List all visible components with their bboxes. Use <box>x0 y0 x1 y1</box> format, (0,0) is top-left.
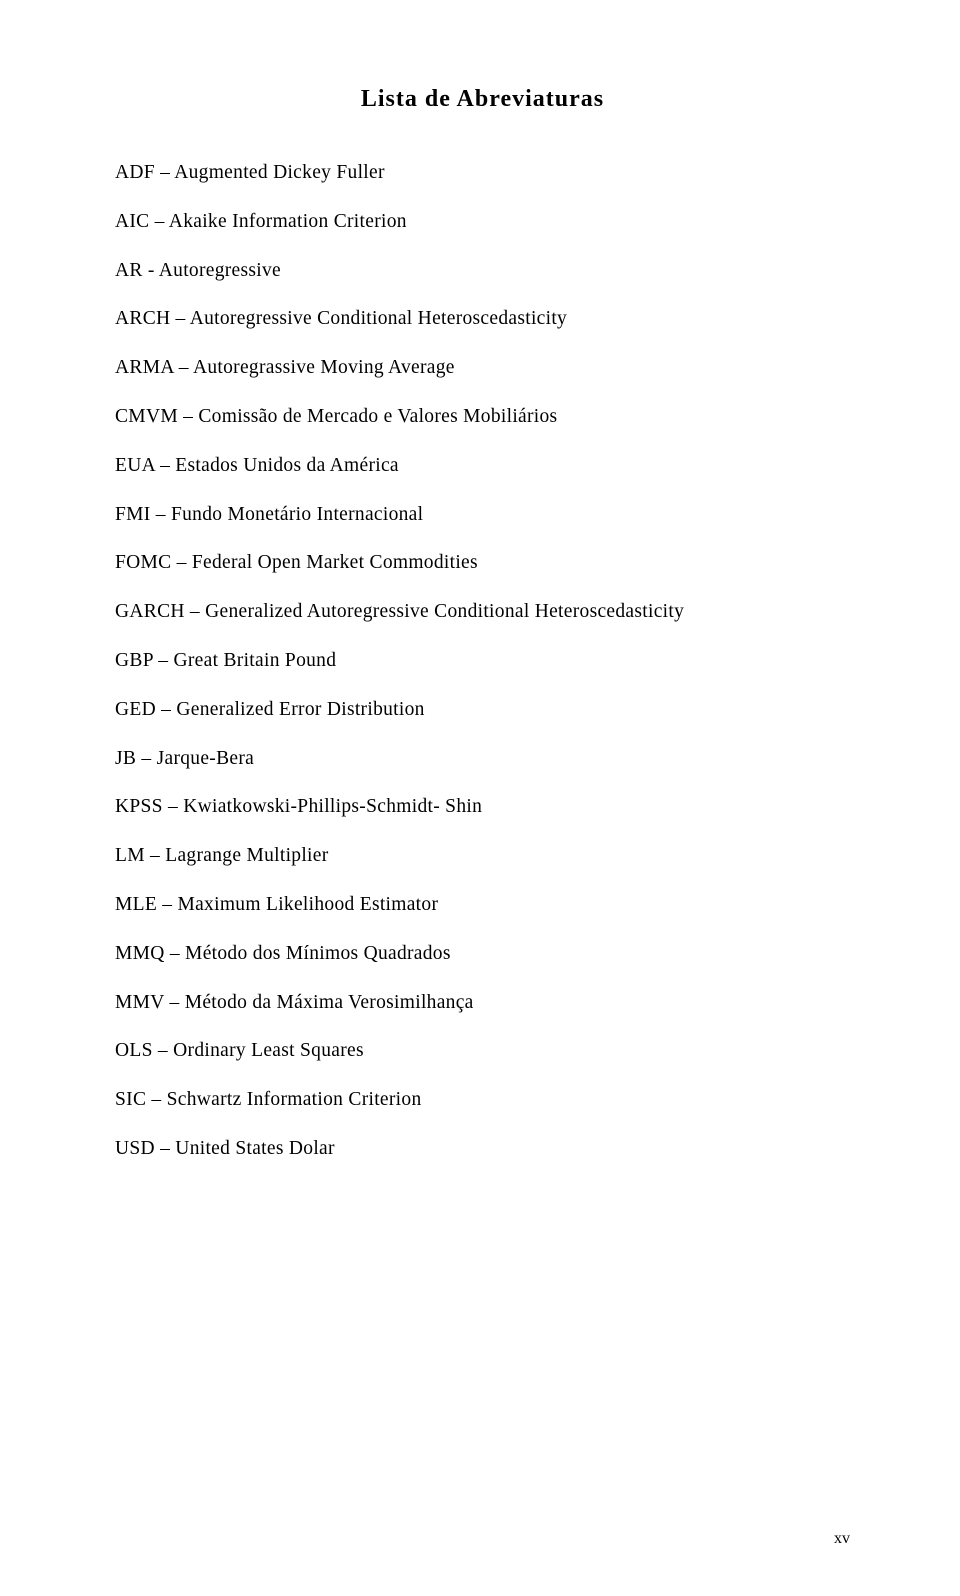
list-item: EUA – Estados Unidos da América <box>115 452 850 479</box>
list-item: LM – Lagrange Multiplier <box>115 842 850 869</box>
list-item: OLS – Ordinary Least Squares <box>115 1037 850 1064</box>
list-item: MLE – Maximum Likelihood Estimator <box>115 891 850 918</box>
list-item: ARCH – Autoregressive Conditional Hetero… <box>115 305 850 332</box>
list-item: MMQ – Método dos Mínimos Quadrados <box>115 940 850 967</box>
abbreviation-list: ADF – Augmented Dickey Fuller AIC – Akai… <box>115 159 850 1162</box>
list-item: GARCH – Generalized Autoregressive Condi… <box>115 598 850 625</box>
list-item: GBP – Great Britain Pound <box>115 647 850 674</box>
list-item: SIC – Schwartz Information Criterion <box>115 1086 850 1113</box>
list-item: KPSS – Kwiatkowski-Phillips-Schmidt- Shi… <box>115 793 850 820</box>
list-item: USD – United States Dolar <box>115 1135 850 1162</box>
list-item: AR - Autoregressive <box>115 257 850 284</box>
list-item: JB – Jarque-Bera <box>115 745 850 772</box>
list-item: GED – Generalized Error Distribution <box>115 696 850 723</box>
list-item: ADF – Augmented Dickey Fuller <box>115 159 850 186</box>
page-title: Lista de Abreviaturas <box>115 86 850 113</box>
page-number: xv <box>834 1530 850 1548</box>
list-item: MMV – Método da Máxima Verosimilhança <box>115 989 850 1016</box>
list-item: FMI – Fundo Monetário Internacional <box>115 501 850 528</box>
list-item: FOMC – Federal Open Market Commodities <box>115 549 850 576</box>
list-item: AIC – Akaike Information Criterion <box>115 208 850 235</box>
list-item: ARMA – Autoregrassive Moving Average <box>115 354 850 381</box>
list-item: CMVM – Comissão de Mercado e Valores Mob… <box>115 403 850 430</box>
